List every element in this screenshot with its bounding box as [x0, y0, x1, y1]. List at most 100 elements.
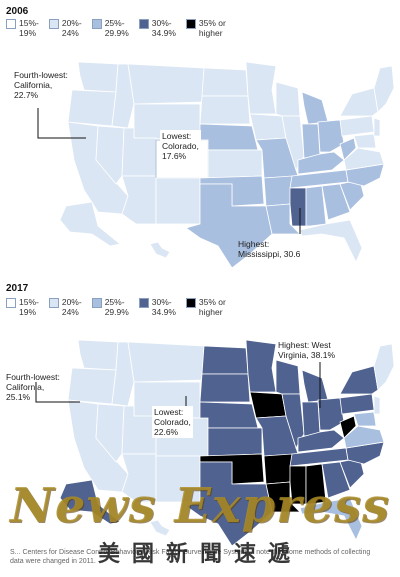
source-footnote: S... Centers for Disease Control Behavio…	[10, 549, 371, 565]
annotation-mississippi-2006: Highest: Mississippi, 30.6	[238, 239, 301, 259]
annotation-colorado-2017: Lowest: Colorado, 22.6%	[152, 406, 193, 438]
legend-swatch	[91, 298, 102, 308]
legend-swatch	[6, 298, 16, 308]
legend-swatch	[138, 298, 149, 308]
state-alabama	[305, 463, 327, 505]
state-florida	[299, 219, 363, 263]
state-hawaii	[149, 519, 171, 537]
annotation-colorado-2006: Lowest: Colorado, 17.6%	[160, 130, 201, 162]
legend-label: 15%- 19%	[19, 297, 39, 317]
legend-swatch	[48, 19, 59, 29]
state-nebraska	[199, 401, 259, 429]
state-new-england	[373, 65, 395, 113]
legend-label: 35% or higher	[198, 18, 226, 38]
state-oregon	[67, 367, 117, 405]
legend-item-1: 15%- 19%	[6, 18, 39, 38]
state-nebraska	[199, 123, 259, 151]
state-indiana	[301, 401, 321, 437]
legend-label: 30%- 34.9%	[151, 18, 176, 38]
callout-line-california-2017	[35, 382, 80, 403]
state-maryland	[353, 133, 377, 149]
annotation-west-virginia-2017: Highest: West Virginia, 38.1%	[278, 340, 336, 360]
legend-label: 30%- 34.9%	[151, 297, 176, 317]
legend-item-2: 20%- 24%	[48, 297, 82, 317]
state-pennsylvania	[339, 115, 375, 137]
state-alaska	[59, 479, 121, 525]
callout-line-california-2006	[37, 108, 86, 139]
state-montana	[127, 341, 205, 383]
legend-label: 35% or higher	[198, 297, 226, 317]
legend-swatch	[6, 19, 16, 29]
legend-item-4: 30%- 34.9%	[138, 18, 176, 38]
state-ohio	[317, 119, 345, 153]
state-michigan	[301, 369, 329, 403]
state-south-dakota	[199, 95, 251, 125]
year-2006-title: 2006	[6, 6, 29, 17]
legend-label: 25%- 29.9%	[104, 18, 129, 38]
state-iowa	[249, 391, 287, 419]
legend-item-1: 15%- 19%	[6, 297, 39, 317]
legend-2006: 15%- 19% 20%- 24% 25%- 29.9% 30%- 34.9% 35% …	[6, 18, 226, 38]
state-minnesota	[245, 61, 277, 115]
legend-label: 20%- 24%	[61, 297, 82, 317]
legend-item-5: 35% or higher	[185, 18, 226, 38]
legend-label: 20%- 24%	[61, 18, 82, 38]
state-montana	[127, 63, 205, 105]
state-arkansas	[263, 175, 293, 207]
state-wisconsin	[275, 81, 301, 117]
state-wisconsin	[275, 359, 301, 395]
legend-swatch	[185, 298, 196, 308]
legend-item-3: 25%- 29.9%	[91, 18, 129, 38]
state-florida	[299, 497, 363, 541]
state-ohio	[317, 397, 345, 431]
legend-swatch	[91, 19, 102, 29]
legend-item-2: 20%- 24%	[48, 18, 82, 38]
state-alaska	[59, 201, 121, 247]
state-kansas	[207, 427, 263, 457]
annotation-california-2006: Fourth-lowest: California, 22.7%	[14, 70, 68, 100]
state-mississippi	[289, 187, 307, 227]
state-iowa	[249, 113, 287, 141]
state-new-york	[339, 365, 379, 395]
state-south-dakota	[199, 373, 251, 403]
state-minnesota	[245, 339, 277, 393]
state-new-england	[373, 343, 395, 391]
news-express-watermark-cn: 美國新聞速遞	[97, 541, 302, 566]
state-arizona	[121, 175, 157, 225]
legend-label: 25%- 29.9%	[104, 297, 129, 317]
state-louisiana	[265, 481, 301, 513]
state-texas	[185, 183, 273, 269]
state-nevada	[95, 403, 125, 463]
state-alabama	[305, 185, 327, 227]
legend-swatch	[48, 298, 59, 308]
state-west-virginia	[339, 137, 357, 161]
state-indiana	[301, 123, 321, 159]
legend-item-5: 35% or higher	[185, 297, 226, 317]
state-kansas	[207, 149, 263, 179]
state-louisiana	[265, 203, 301, 235]
state-washington	[77, 61, 119, 93]
annotation-california-2017: Fourth-lowest: California, 25.1%	[6, 372, 60, 402]
state-new-jersey	[373, 117, 381, 137]
state-new-jersey	[373, 395, 381, 415]
state-pennsylvania	[339, 393, 375, 415]
news-express-watermark: News Express	[9, 478, 391, 534]
state-oregon	[67, 89, 117, 127]
state-maryland	[353, 411, 377, 427]
legend-swatch	[185, 19, 196, 29]
state-west-virginia	[339, 415, 357, 439]
state-georgia	[321, 183, 351, 221]
us-map-2006	[37, 61, 395, 269]
legend-swatch	[138, 19, 149, 29]
state-texas	[185, 461, 273, 547]
state-georgia	[321, 461, 351, 499]
state-north-dakota	[201, 67, 249, 97]
legend-2017: 15%- 19% 20%- 24% 25%- 29.9% 30%- 34.9% 35% …	[6, 297, 226, 317]
state-washington	[77, 339, 119, 371]
state-new-mexico	[155, 177, 201, 225]
state-virginia	[343, 147, 385, 171]
legend-item-4: 30%- 34.9%	[138, 297, 176, 317]
state-michigan	[301, 91, 329, 125]
state-virginia	[343, 425, 385, 449]
state-hawaii	[149, 241, 171, 259]
